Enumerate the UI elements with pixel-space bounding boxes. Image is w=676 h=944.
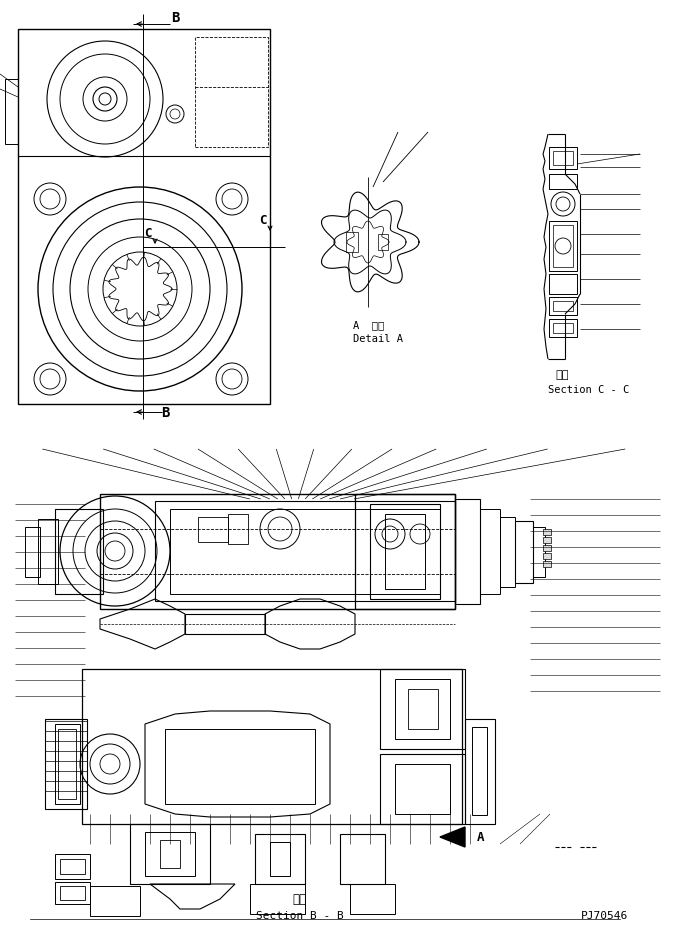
Bar xyxy=(515,521,533,583)
Bar xyxy=(543,530,551,535)
Bar xyxy=(480,510,500,595)
Bar xyxy=(549,175,577,190)
Bar xyxy=(346,233,358,253)
Bar xyxy=(549,222,577,272)
Bar xyxy=(55,854,90,879)
Bar xyxy=(55,510,103,595)
Bar xyxy=(155,501,455,601)
Bar xyxy=(543,546,551,551)
Bar xyxy=(553,302,573,312)
Bar xyxy=(60,859,85,874)
Bar xyxy=(380,669,465,750)
Bar xyxy=(549,148,577,170)
Text: A: A xyxy=(477,831,485,844)
Bar xyxy=(395,765,450,814)
Bar xyxy=(55,882,90,904)
Bar xyxy=(455,499,480,604)
Bar xyxy=(553,324,573,333)
Bar xyxy=(549,297,577,315)
Text: Detail A: Detail A xyxy=(353,333,403,344)
Bar xyxy=(549,275,577,295)
Bar xyxy=(543,562,551,567)
Bar xyxy=(553,226,573,268)
Bar xyxy=(395,680,450,739)
Bar xyxy=(500,517,515,587)
Bar xyxy=(55,724,80,804)
Bar xyxy=(385,514,425,589)
Text: PJ70546: PJ70546 xyxy=(581,910,628,920)
Bar xyxy=(472,727,487,815)
Text: C: C xyxy=(260,214,267,228)
Bar xyxy=(130,824,210,885)
Bar xyxy=(25,528,40,578)
Bar xyxy=(58,729,76,800)
Bar xyxy=(553,152,573,166)
Bar xyxy=(408,689,438,729)
Bar xyxy=(370,504,440,599)
Bar xyxy=(465,719,495,824)
Bar xyxy=(82,669,462,824)
Bar xyxy=(350,885,395,914)
Bar xyxy=(543,553,551,560)
Bar xyxy=(60,886,85,900)
Bar xyxy=(90,886,140,916)
Text: B: B xyxy=(161,406,169,419)
Text: B: B xyxy=(171,11,179,25)
Bar xyxy=(549,320,577,338)
Bar xyxy=(340,834,385,885)
Bar xyxy=(165,729,315,804)
Bar xyxy=(380,754,465,824)
Bar xyxy=(45,719,87,809)
Bar xyxy=(250,885,305,914)
Bar xyxy=(145,832,195,876)
Polygon shape xyxy=(440,827,465,847)
Bar xyxy=(100,495,455,610)
Text: 断面: 断面 xyxy=(293,893,307,905)
Bar xyxy=(543,537,551,544)
Bar xyxy=(270,842,290,876)
Bar xyxy=(198,517,228,543)
Text: 断面: 断面 xyxy=(555,370,569,379)
Bar xyxy=(533,528,545,578)
Bar xyxy=(38,519,58,584)
Bar xyxy=(255,834,305,885)
Text: Section B - B: Section B - B xyxy=(256,910,344,920)
Bar xyxy=(228,514,248,545)
Bar xyxy=(185,615,265,634)
Bar xyxy=(355,495,455,610)
Bar xyxy=(160,840,180,868)
Text: A  詳細: A 詳細 xyxy=(353,320,384,329)
Bar xyxy=(195,38,268,148)
Bar xyxy=(170,510,440,595)
Text: Section C - C: Section C - C xyxy=(548,384,629,395)
Bar xyxy=(378,235,388,251)
Text: C: C xyxy=(144,228,151,240)
